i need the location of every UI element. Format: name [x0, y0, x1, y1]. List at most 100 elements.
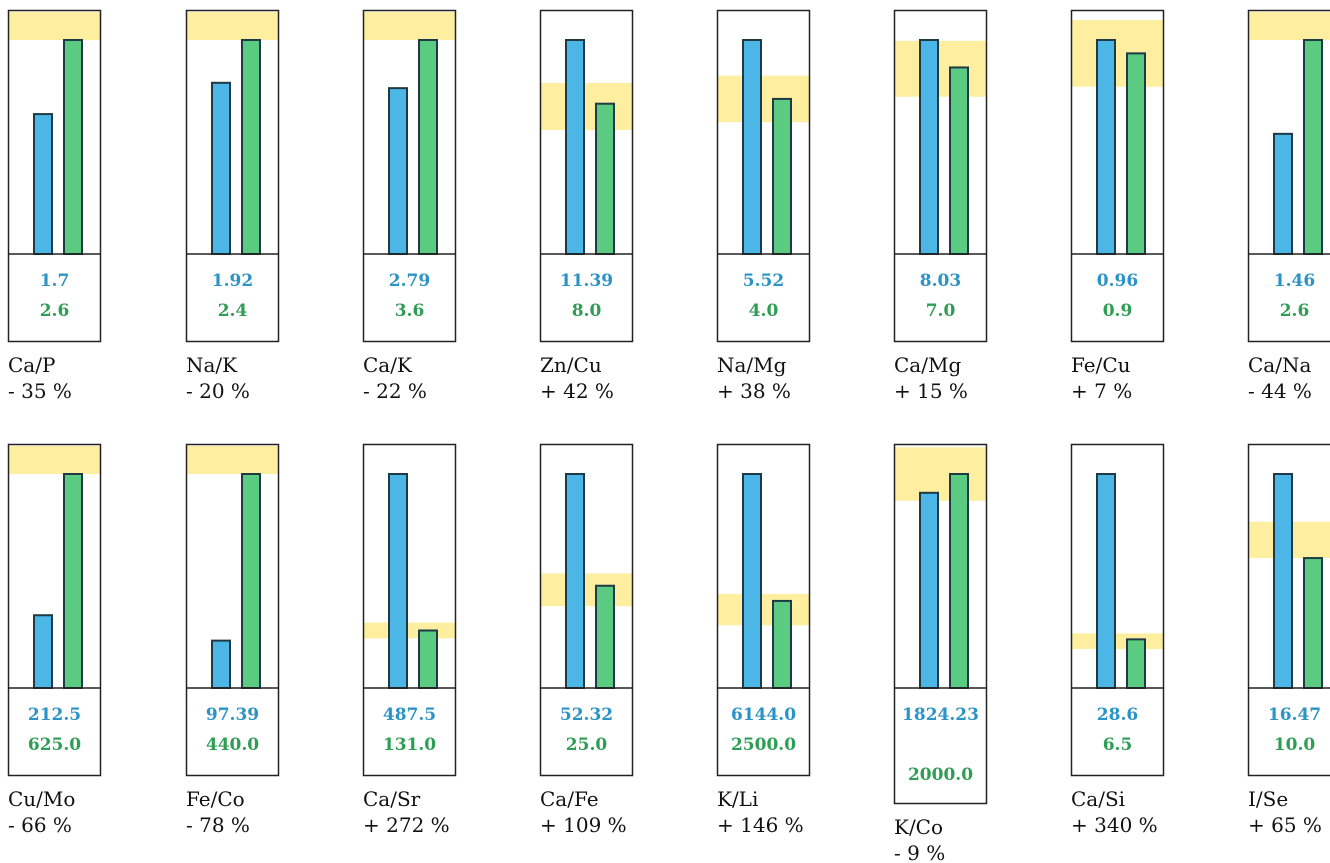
bar-reference — [772, 599, 792, 689]
chart-frame — [1247, 9, 1330, 343]
chart-i-se: 16.47 10.0 I/Se+ 65 % — [1247, 443, 1330, 837]
chart-ca-si: 28.6 6.5 Ca/Si+ 340 % — [1070, 443, 1165, 837]
measured-value-label: 1.7 — [40, 271, 70, 291]
bar-reference — [1303, 39, 1323, 255]
bar-measured — [1096, 39, 1116, 255]
chart-cu-mo: 212.5 625.0 Cu/Mo- 66 % — [7, 443, 102, 837]
bar-reference — [595, 584, 615, 689]
chart-frame — [1247, 443, 1330, 777]
chart-ca-na: 1.46 2.6 Ca/Na- 44 % — [1247, 9, 1330, 403]
bar-measured — [388, 473, 408, 689]
measured-value-label: 6144.0 — [731, 705, 796, 725]
reference-value-label: 625.0 — [28, 735, 81, 755]
measured-value-label: 1.92 — [212, 271, 253, 291]
reference-value-label: 7.0 — [926, 301, 956, 321]
chart-ca-sr: 487.5 131.0 Ca/Sr+ 272 % — [362, 443, 457, 837]
deviation-label: - 22 % — [363, 379, 427, 403]
bar-measured — [1096, 473, 1116, 689]
chart-frame — [893, 9, 988, 343]
bar-reference — [418, 629, 438, 690]
measured-value-label: 487.5 — [383, 705, 436, 725]
deviation-label: - 44 % — [1248, 379, 1312, 403]
reference-value-label: 6.5 — [1103, 735, 1133, 755]
chart-frame — [185, 9, 280, 343]
reference-value-label: 8.0 — [572, 301, 602, 321]
chart-frame — [362, 9, 457, 343]
ratio-label: Na/Mg — [717, 353, 787, 377]
deviation-label: + 65 % — [1248, 813, 1322, 837]
reference-value-label: 131.0 — [383, 735, 436, 755]
measured-value-label: 1824.23 — [902, 705, 979, 725]
norm-band — [1071, 19, 1164, 87]
ratio-label: K/Co — [894, 815, 943, 839]
reference-value-label: 3.6 — [395, 301, 425, 321]
bar-measured — [565, 39, 585, 255]
chart-na-mg: 5.52 4.0 Na/Mg+ 38 % — [716, 9, 811, 403]
bar-reference — [595, 102, 615, 255]
norm-band — [8, 12, 101, 40]
ratio-label: Ca/Na — [1248, 353, 1311, 377]
chart-frame — [185, 443, 280, 777]
bar-reference — [241, 39, 261, 255]
chart-frame — [716, 443, 811, 777]
bar-reference — [1126, 52, 1146, 255]
norm-band — [186, 446, 279, 474]
deviation-label: + 146 % — [717, 813, 804, 837]
reference-value-label: 2.6 — [40, 301, 70, 321]
ratio-label: Ca/Mg — [894, 353, 961, 377]
bar-measured — [742, 39, 762, 255]
deviation-label: - 66 % — [8, 813, 72, 837]
norm-band — [717, 75, 810, 123]
measured-value-label: 52.32 — [560, 705, 613, 725]
bar-reference — [1126, 638, 1146, 690]
ratio-label: Cu/Mo — [8, 787, 75, 811]
reference-value-label: 10.0 — [1274, 735, 1316, 755]
chart-zn-cu: 11.39 8.0 Zn/Cu+ 42 % — [539, 9, 634, 403]
norm-band — [363, 622, 456, 639]
bar-reference — [418, 39, 438, 255]
bar-reference — [63, 39, 83, 255]
measured-value-label: 2.79 — [389, 271, 430, 291]
deviation-label: + 7 % — [1071, 379, 1132, 403]
ratio-label: Ca/Si — [1071, 787, 1125, 811]
ratio-label: Ca/Fe — [540, 787, 599, 811]
ratio-label: K/Li — [717, 787, 758, 811]
ratio-label: I/Se — [1248, 787, 1288, 811]
deviation-label: - 78 % — [186, 813, 250, 837]
bar-reference — [63, 473, 83, 689]
norm-band — [1248, 12, 1330, 40]
deviation-label: - 20 % — [186, 379, 250, 403]
chart-ca-p: 1.7 2.6 Ca/P- 35 % — [7, 9, 102, 403]
reference-value-label: 440.0 — [206, 735, 259, 755]
reference-value-label: 0.9 — [1103, 301, 1133, 321]
measured-value-label: 8.03 — [920, 271, 961, 291]
ratio-label: Zn/Cu — [540, 353, 602, 377]
norm-band — [8, 446, 101, 474]
bar-measured — [742, 473, 762, 689]
measured-value-label: 5.52 — [743, 271, 784, 291]
ratio-label: Na/K — [186, 353, 238, 377]
chart-ca-k: 2.79 3.6 Ca/K- 22 % — [362, 9, 457, 403]
bar-reference — [949, 66, 969, 255]
deviation-label: + 340 % — [1071, 813, 1158, 837]
chart-ca-fe: 52.32 25.0 Ca/Fe+ 109 % — [539, 443, 634, 837]
chart-frame — [1070, 443, 1165, 777]
measured-value-label: 0.96 — [1097, 271, 1138, 291]
reference-value-label: 2000.0 — [908, 765, 973, 785]
deviation-label: + 42 % — [540, 379, 614, 403]
bar-reference — [241, 473, 261, 689]
chart-frame — [1070, 9, 1165, 343]
bar-reference — [772, 97, 792, 255]
reference-value-label: 2500.0 — [731, 735, 796, 755]
chart-na-k: 1.92 2.4 Na/K- 20 % — [185, 9, 280, 403]
chart-frame — [362, 443, 457, 777]
chart-k-co: 1824.23 2000.0 K/Co- 9 % — [893, 443, 988, 863]
deviation-label: - 9 % — [894, 841, 945, 863]
measured-value-label: 16.47 — [1268, 705, 1321, 725]
norm-band — [186, 12, 279, 40]
ratio-label: Ca/Sr — [363, 787, 421, 811]
deviation-label: - 35 % — [8, 379, 72, 403]
measured-value-label: 1.46 — [1274, 271, 1315, 291]
chart-ca-mg: 8.03 7.0 Ca/Mg+ 15 % — [893, 9, 988, 403]
